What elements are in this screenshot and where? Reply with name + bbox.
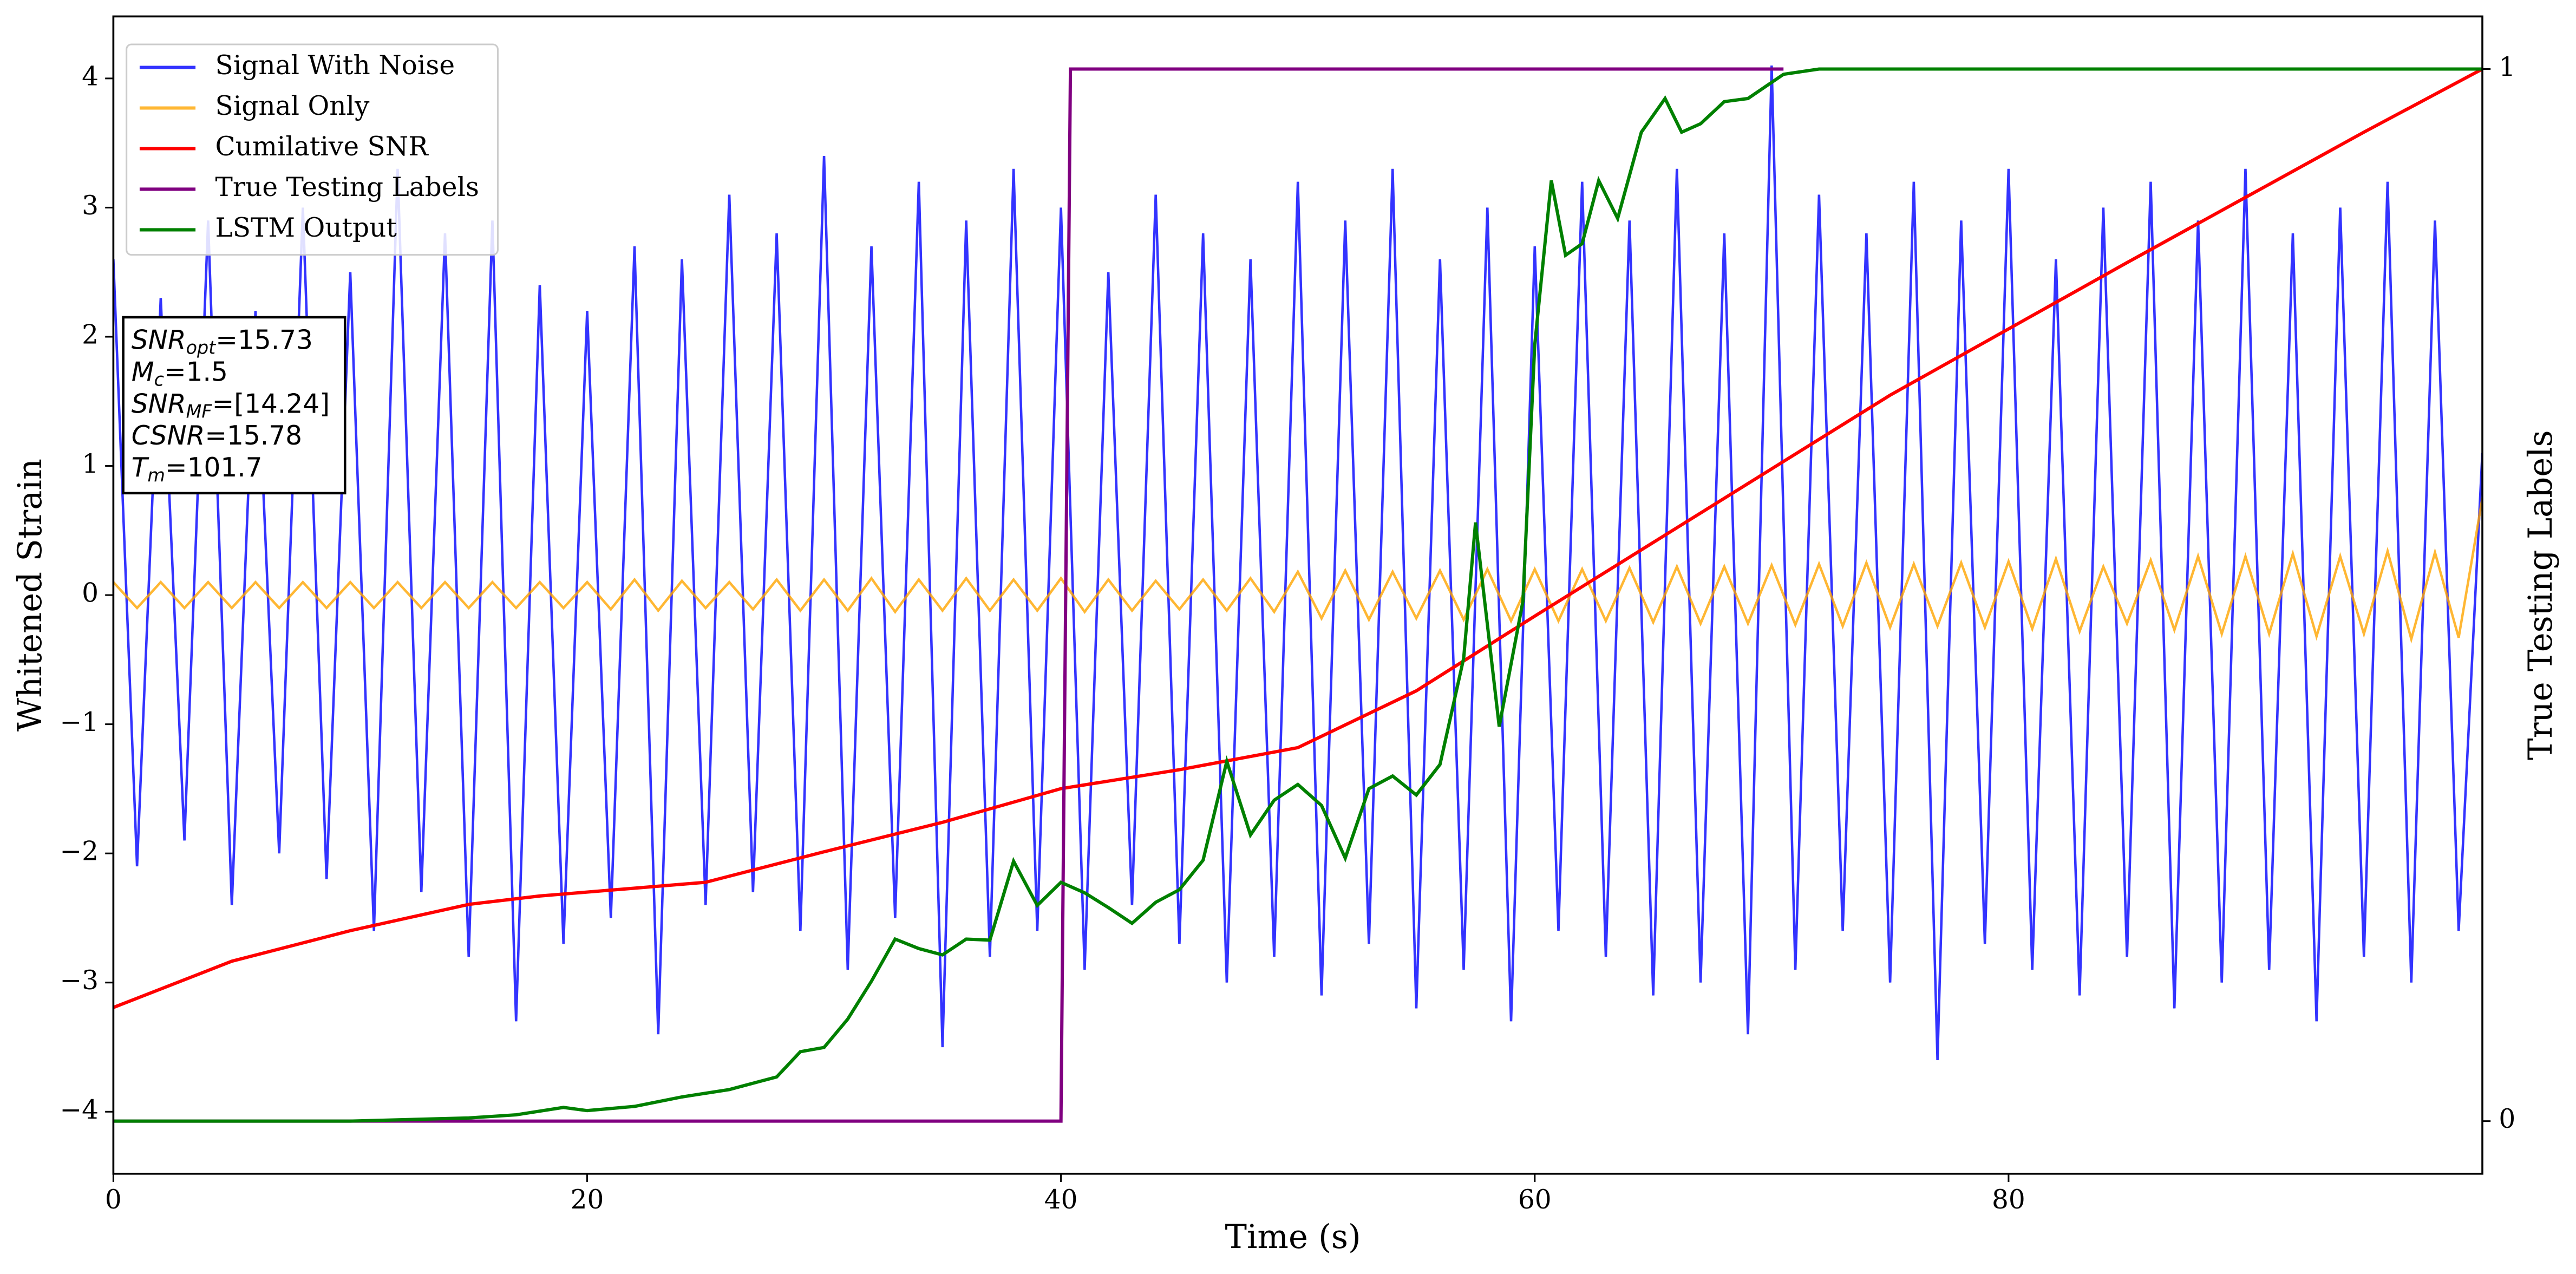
x-tick-label: 0 — [105, 1185, 122, 1215]
annotation-sub: MF — [186, 401, 213, 422]
data-line — [113, 67, 1784, 1123]
annotation: Mc=1.5 — [132, 357, 228, 390]
y-tick-label: −4 — [60, 1095, 99, 1125]
x-tick-label: 40 — [1044, 1185, 1078, 1215]
annotation-text: =15.78 — [205, 421, 302, 451]
annotation: SNRopt=15.73 — [132, 325, 313, 358]
annotation-text: =[14.24] — [212, 389, 330, 419]
y2-axis-label: True Testing Labels — [2522, 430, 2560, 760]
annotation-base: SNR — [132, 325, 186, 356]
y-tick-label: 2 — [82, 319, 99, 350]
annotation-sub: c — [154, 369, 164, 390]
annotation-base: M — [132, 357, 154, 387]
y2-tick-label: 1 — [2499, 52, 2515, 82]
annotation-text: =1.5 — [164, 357, 228, 387]
x-axis-label: Time (s) — [1225, 1218, 1361, 1256]
legend-label: Signal With Noise — [215, 50, 455, 81]
y-tick-label: −3 — [60, 965, 99, 996]
annotation-text: =15.73 — [215, 325, 313, 356]
annotation: CSNR=15.78 — [132, 421, 302, 451]
legend-label: True Testing Labels — [215, 172, 479, 202]
legend-label: LSTM Output — [215, 213, 397, 243]
x-tick-label: 60 — [1518, 1185, 1552, 1215]
data-line — [113, 67, 2483, 1123]
legend-box — [126, 43, 499, 256]
annotation: SNRMF=[14.24] — [132, 389, 330, 422]
y-tick-label: −1 — [60, 707, 99, 737]
data-line — [113, 65, 2483, 1060]
annotation-base: T — [132, 453, 149, 483]
data-line — [113, 498, 2483, 644]
x-tick-label: 20 — [571, 1185, 604, 1215]
annotation-base: SNR — [132, 389, 186, 419]
y-tick-label: 4 — [82, 61, 99, 92]
x-tick-label: 80 — [1992, 1185, 2025, 1215]
y2-tick-label: 0 — [2499, 1104, 2515, 1134]
y-tick-label: −2 — [60, 837, 99, 867]
y-tick-label: 3 — [82, 191, 99, 221]
y-tick-label: 0 — [82, 578, 99, 609]
annotation-base: CSNR — [132, 421, 205, 451]
annotation-box — [122, 316, 346, 495]
annotation-text: =101.7 — [165, 453, 263, 483]
y-axis-label: Whitened Strain — [11, 459, 49, 731]
annotation: Tm=101.7 — [132, 453, 263, 486]
legend-label: Signal Only — [215, 91, 370, 121]
annotation-sub: m — [147, 465, 165, 486]
data-line — [113, 67, 2483, 1009]
legend-label: Cumilative SNR — [215, 132, 429, 162]
annotation-sub: opt — [186, 337, 217, 358]
y-tick-label: 1 — [82, 449, 99, 479]
